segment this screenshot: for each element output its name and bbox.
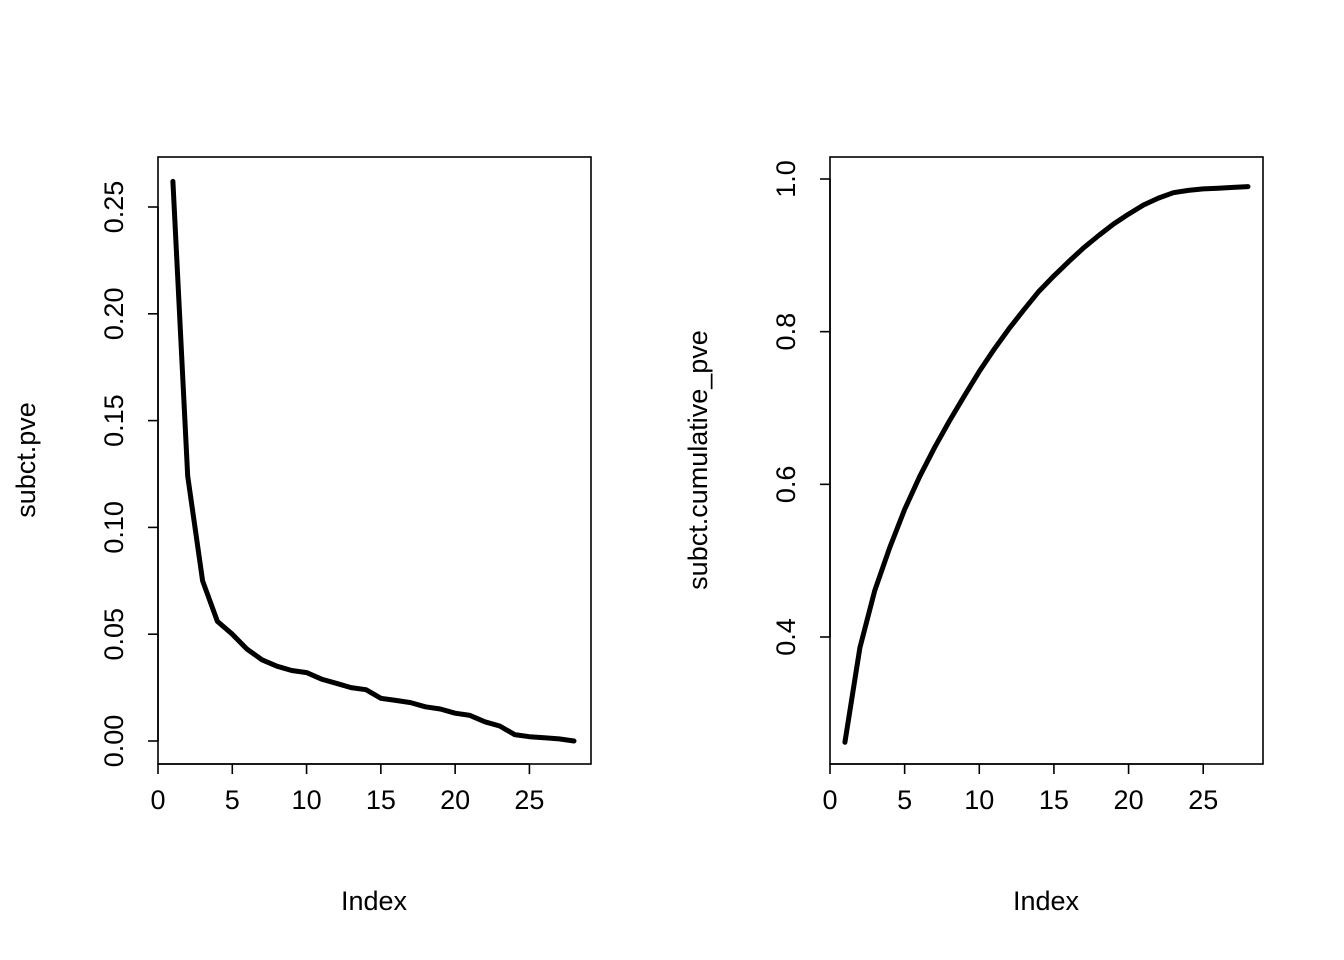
y-axis-label: subct.cumulative_pve (683, 330, 713, 590)
x-tick-label: 0 (150, 785, 165, 815)
ticks: 0 5 10 15 20 25 0.00 0.05 0.10 0.15 0.20 0.25 (99, 181, 544, 815)
series-line (842, 184, 1251, 745)
x-tick-label: 25 (514, 785, 544, 815)
x-tick-label: 5 (897, 785, 912, 815)
y-tick-label: 0.4 (771, 618, 801, 656)
series-line (170, 178, 577, 744)
y-tick-label: 0.00 (99, 715, 129, 768)
x-axis-label: Index (341, 886, 408, 916)
x-tick-label: 10 (292, 785, 322, 815)
x-tick-label: 20 (440, 785, 470, 815)
x-tick-label: 25 (1188, 785, 1218, 815)
x-tick-label: 15 (1039, 785, 1069, 815)
y-tick-label: 0.25 (99, 181, 129, 234)
chart-panel-cumulative-pve: 0 5 10 15 20 25 0.4 0.6 0.8 1.0 Index subct.cumul… (683, 156, 1264, 916)
y-tick-label: 1.0 (771, 160, 801, 198)
plot-frame (157, 156, 592, 765)
x-tick-label: 10 (964, 785, 994, 815)
y-tick-label: 0.10 (99, 501, 129, 554)
plot-frame (829, 156, 1264, 765)
ticks: 0 5 10 15 20 25 0.4 0.6 0.8 1.0 (771, 160, 1218, 815)
x-tick-label: 20 (1114, 785, 1144, 815)
x-tick-label: 0 (822, 785, 837, 815)
y-tick-label: 0.6 (771, 466, 801, 504)
x-tick-label: 15 (366, 785, 396, 815)
y-tick-label: 0.8 (771, 313, 801, 351)
y-tick-label: 0.05 (99, 608, 129, 661)
chart-panel-pve: 0 5 10 15 20 25 0.00 0.05 0.10 0.15 0.20 0.25 Index… (11, 156, 592, 916)
y-tick-label: 0.20 (99, 288, 129, 341)
x-axis-label: Index (1013, 886, 1080, 916)
y-tick-label: 0.15 (99, 394, 129, 447)
y-axis-label: subct.pve (11, 402, 41, 518)
x-tick-label: 5 (225, 785, 240, 815)
